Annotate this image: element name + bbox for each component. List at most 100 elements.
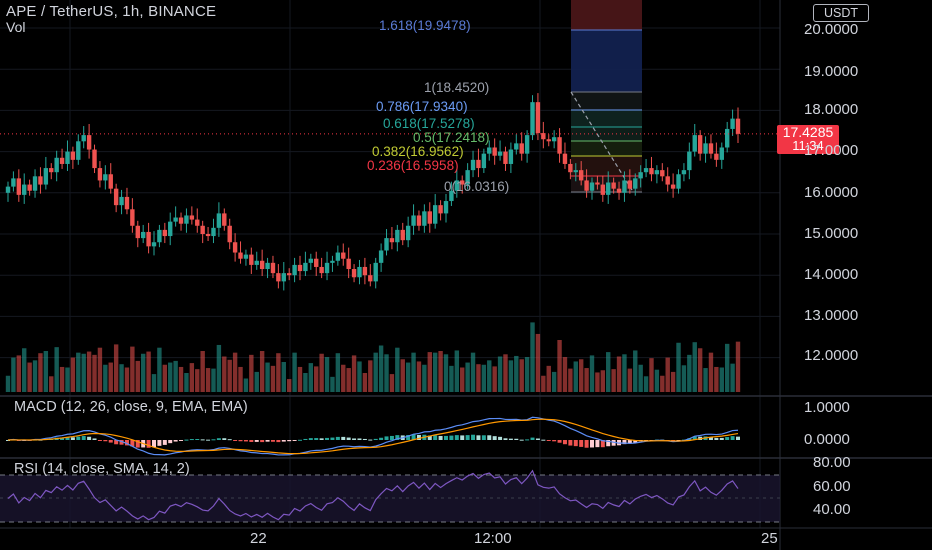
currency-button[interactable]: USDT [813, 4, 869, 22]
macd-histogram-bar [216, 438, 221, 440]
volume-bar [195, 369, 200, 392]
macd-histogram-bar [152, 440, 156, 448]
candle-body [714, 153, 719, 160]
candle-body [362, 266, 368, 276]
volume-bar [378, 345, 384, 392]
volume-bar [330, 376, 335, 392]
macd-histogram-bar [206, 439, 211, 441]
volume-bar [568, 368, 573, 392]
volume-bar [368, 360, 373, 392]
candle-body [259, 260, 265, 270]
candle-body [113, 188, 119, 206]
volume-bar [524, 357, 530, 392]
volume-bar [5, 375, 11, 392]
volume-bar [135, 360, 140, 392]
candle-body [389, 238, 395, 243]
volume-bar [189, 363, 195, 392]
macd-histogram-bar [87, 436, 92, 440]
candle-body [308, 258, 314, 263]
candle-body [103, 174, 108, 181]
volume-bar [584, 368, 589, 392]
fib-level-label: 1(18.4520) [424, 80, 490, 95]
candle-body [660, 170, 665, 177]
macd-histogram-bar [108, 440, 113, 443]
volume-bar [259, 351, 265, 392]
candle-body [368, 275, 373, 282]
candle-body [162, 229, 168, 237]
volume-bar [589, 355, 595, 392]
candle-body [535, 102, 541, 134]
candle-body [627, 180, 633, 189]
macd-histogram-bar [579, 440, 584, 447]
time-axis-label: 22 [250, 530, 267, 547]
price-axis-label: 15.0000 [804, 225, 859, 242]
candle-body [708, 143, 714, 154]
volume-bar [130, 346, 135, 392]
volume-bar [492, 366, 497, 392]
volume-bar [140, 353, 146, 392]
macd-histogram-bar [162, 440, 167, 445]
volume-bar [508, 360, 514, 392]
macd-histogram-bar [70, 437, 75, 440]
candle-body [476, 159, 481, 169]
macd-histogram-bar [200, 439, 205, 441]
fib-level-label: 0.236(16.5958) [367, 158, 459, 173]
time-axis-label: 25 [761, 530, 778, 547]
candle-body [568, 163, 573, 173]
macd-title[interactable]: MACD (12, 26, close, 9, EMA, EMA) [14, 399, 248, 415]
volume-bar [465, 362, 470, 392]
candle-body [487, 147, 492, 154]
rsi-axis-label: 80.00 [813, 454, 851, 471]
candle-body [32, 176, 38, 191]
candle-body [324, 262, 330, 274]
macd-histogram-bar [357, 438, 362, 440]
macd-histogram-bar [389, 435, 394, 440]
macd-histogram-bar [708, 437, 713, 440]
macd-histogram-bar [514, 438, 519, 440]
candle-body [276, 273, 281, 282]
candle-body [562, 153, 568, 164]
volume-bar [676, 342, 681, 392]
volume-bar [627, 368, 633, 392]
rsi-title[interactable]: RSI (14, close, SMA, 14, 2) [14, 461, 190, 477]
volume-bar [286, 379, 292, 392]
volume-bar [708, 352, 714, 392]
macd-histogram-bar [243, 440, 248, 442]
candle-body [195, 219, 200, 226]
macd-histogram-bar [725, 437, 730, 440]
volume-label[interactable]: Vol [6, 19, 26, 35]
rsi-line [7, 469, 739, 521]
macd-histogram-bar [584, 440, 589, 448]
macd-histogram-bar [633, 440, 638, 443]
candle-body [168, 221, 173, 237]
time-axis-label: 12:00 [474, 530, 512, 547]
macd-histogram-bar [92, 438, 97, 440]
candle-body [76, 141, 81, 160]
candle-body [346, 258, 351, 270]
candle-body [314, 258, 319, 267]
macd-histogram-bar [438, 435, 443, 440]
volume-bar [503, 354, 508, 392]
volume-bar [65, 367, 70, 392]
price-axis-label: 16.0000 [804, 184, 859, 201]
macd-histogram-bar [384, 436, 389, 440]
volume-bar [303, 373, 308, 392]
macd-histogram-bar [157, 440, 162, 446]
macd-histogram-bar [233, 440, 238, 441]
symbol-legend[interactable]: APE / TetherUS, 1h, BINANCE [6, 3, 217, 20]
candle-body [140, 231, 146, 239]
price-axis-label: 18.0000 [804, 101, 859, 118]
volume-bar [276, 353, 281, 392]
macd-histogram-bar [60, 437, 65, 440]
fib-level-label: 1.618(19.9478) [379, 18, 471, 33]
candle-body [49, 168, 54, 173]
macd-histogram-bar [346, 437, 351, 440]
volume-bar [405, 362, 411, 392]
candle-body [173, 217, 178, 222]
volume-bar [54, 347, 59, 392]
volume-bar [643, 376, 649, 392]
candle-body [157, 229, 162, 243]
fib-zone [571, 30, 642, 92]
candle-body [411, 215, 416, 226]
